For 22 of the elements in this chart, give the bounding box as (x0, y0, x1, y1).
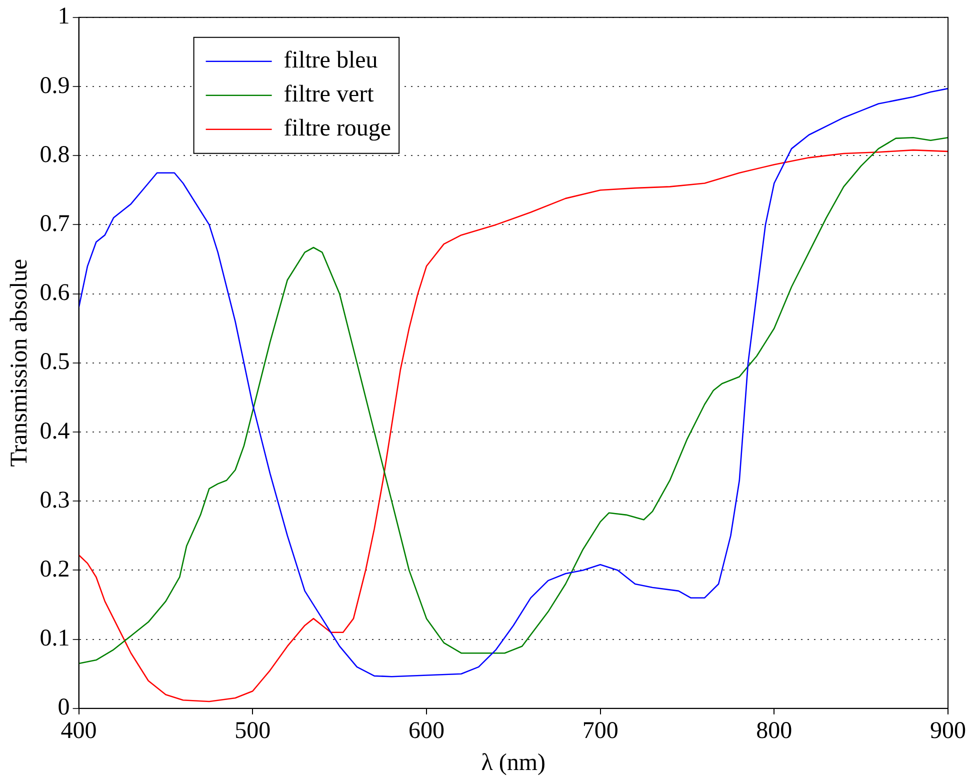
legend-label: filtre vert (284, 82, 374, 108)
y-tick-label: 0.5 (40, 349, 70, 376)
x-tick-label: 500 (234, 718, 271, 744)
y-tick-label: 0.3 (40, 487, 70, 514)
x-tick-label: 700 (582, 718, 618, 744)
legend-label: filtre bleu (284, 48, 378, 74)
x-tick-label: 400 (60, 718, 97, 744)
y-tick-label: 0.6 (40, 280, 70, 306)
y-tick-label: 0.7 (40, 210, 70, 237)
y-tick-label: 0.8 (40, 142, 70, 168)
y-tick-label: 0.2 (40, 556, 70, 582)
y-tick-label: 0.9 (40, 72, 70, 99)
y-tick-label: 0 (58, 694, 70, 721)
x-tick-label: 800 (756, 718, 792, 744)
y-tick-label: 1 (58, 4, 70, 30)
y-tick-label: 0.1 (40, 626, 70, 652)
x-axis-title: λ (nm) (481, 750, 546, 776)
y-axis-title: Transmission absolue (6, 259, 33, 467)
y-tick-label: 0.4 (40, 418, 70, 444)
x-tick-label: 900 (930, 718, 966, 744)
x-tick-label: 600 (408, 718, 444, 744)
legend-label: filtre rouge (284, 116, 392, 142)
